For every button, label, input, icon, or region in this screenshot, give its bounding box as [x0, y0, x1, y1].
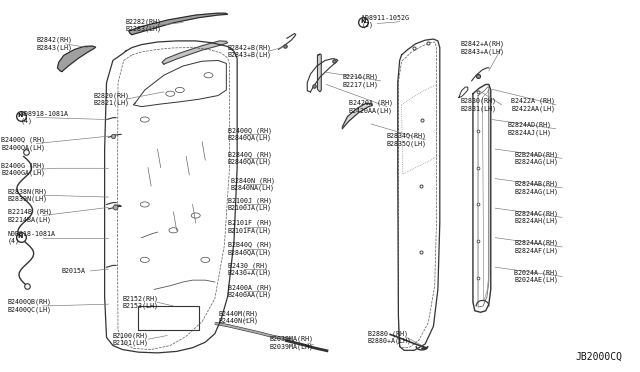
- Polygon shape: [162, 41, 228, 64]
- Text: B2400Q (RH)
B2400QA(LH): B2400Q (RH) B2400QA(LH): [1, 137, 45, 151]
- Text: B2834Q(RH)
B2835Q(LH): B2834Q(RH) B2835Q(LH): [387, 133, 427, 147]
- Text: JB2000CQ: JB2000CQ: [576, 352, 623, 361]
- Text: B2024A (RH)
B2024AE(LH): B2024A (RH) B2024AE(LH): [515, 269, 558, 283]
- Text: B2880 (RH)
B2880+A(LH): B2880 (RH) B2880+A(LH): [368, 330, 412, 344]
- Text: B2400A (RH)
B2400AA(LH): B2400A (RH) B2400AA(LH): [228, 284, 271, 298]
- Text: B2282(RH)
B2283(LH): B2282(RH) B2283(LH): [125, 18, 162, 32]
- Text: B2100J (RH)
B2100JA(LH): B2100J (RH) B2100JA(LH): [228, 198, 271, 211]
- Text: B2214B (RH)
B2214BA(LH): B2214B (RH) B2214BA(LH): [8, 209, 52, 222]
- Text: B2842(RH)
B2843(LH): B2842(RH) B2843(LH): [36, 37, 72, 51]
- Text: B2216(RH)
B2217(LH): B2216(RH) B2217(LH): [342, 74, 378, 88]
- Text: N: N: [18, 234, 23, 240]
- Text: N: N: [361, 19, 366, 24]
- Text: B2840N (RH)
B2840NA(LH): B2840N (RH) B2840NA(LH): [231, 177, 275, 191]
- Text: B2824AB(RH)
B2824AG(LH): B2824AB(RH) B2824AG(LH): [515, 181, 558, 195]
- Polygon shape: [342, 103, 372, 129]
- Text: B2824AC(RH)
B2824AH(LH): B2824AC(RH) B2824AH(LH): [515, 211, 558, 224]
- Text: B2420A (RH)
B2420AA(LH): B2420A (RH) B2420AA(LH): [349, 100, 393, 113]
- Text: B2820(RH)
B2821(LH): B2820(RH) B2821(LH): [94, 92, 130, 106]
- Text: N08918-1081A
(4): N08918-1081A (4): [20, 111, 68, 125]
- Text: B2824AD(RH)
B2824AJ(LH): B2824AD(RH) B2824AJ(LH): [508, 122, 552, 136]
- Text: B2824AA(RH)
B2824AF(LH): B2824AA(RH) B2824AF(LH): [515, 240, 558, 254]
- Text: B2400QB(RH)
B2400QC(LH): B2400QB(RH) B2400QC(LH): [8, 299, 52, 313]
- Text: B2830(RH)
B2831(LH): B2830(RH) B2831(LH): [460, 98, 496, 112]
- Text: B2039MA(RH)
B2039MA(LH): B2039MA(RH) B2039MA(LH): [269, 336, 313, 350]
- Text: B2152(RH)
B2153(LH): B2152(RH) B2153(LH): [122, 295, 159, 309]
- Text: B2B24AD(RH)
B2824AG(LH): B2B24AD(RH) B2824AG(LH): [515, 151, 558, 165]
- Text: B2100(RH)
B2101(LH): B2100(RH) B2101(LH): [113, 332, 149, 346]
- Polygon shape: [317, 54, 321, 92]
- Text: B2400Q (RH)
B2840QA(LH): B2400Q (RH) B2840QA(LH): [228, 127, 271, 141]
- Text: B2838N(RH)
B2839N(LH): B2838N(RH) B2839N(LH): [8, 188, 48, 202]
- Text: B2842+B(RH)
B2843+B(LH): B2842+B(RH) B2843+B(LH): [228, 44, 271, 58]
- Text: B2440M(RH)
B2440N(LH): B2440M(RH) B2440N(LH): [218, 310, 258, 324]
- Polygon shape: [58, 46, 96, 71]
- Text: N: N: [18, 113, 23, 118]
- Text: N0B918-1081A
(4): N0B918-1081A (4): [8, 231, 56, 244]
- Polygon shape: [129, 13, 228, 35]
- Text: B2840Q (RH)
B2840QA(LH): B2840Q (RH) B2840QA(LH): [228, 151, 271, 165]
- Text: N08911-1052G
(2): N08911-1052G (2): [362, 15, 410, 28]
- Text: B2400G (RH)
B2400GA(LH): B2400G (RH) B2400GA(LH): [1, 163, 45, 176]
- Bar: [138, 306, 199, 330]
- Text: B2422A (RH)
B2422AA(LH): B2422A (RH) B2422AA(LH): [511, 98, 555, 112]
- Text: B2430 (RH)
B2430+A(LH): B2430 (RH) B2430+A(LH): [228, 262, 271, 276]
- Text: B2015A: B2015A: [62, 268, 86, 274]
- Text: B2842+A(RH)
B2843+A(LH): B2842+A(RH) B2843+A(LH): [460, 41, 504, 55]
- Text: B2B40Q (RH)
B2840QA(LH): B2B40Q (RH) B2840QA(LH): [228, 242, 271, 256]
- Text: B2101F (RH)
B2101FA(LH): B2101F (RH) B2101FA(LH): [228, 219, 271, 234]
